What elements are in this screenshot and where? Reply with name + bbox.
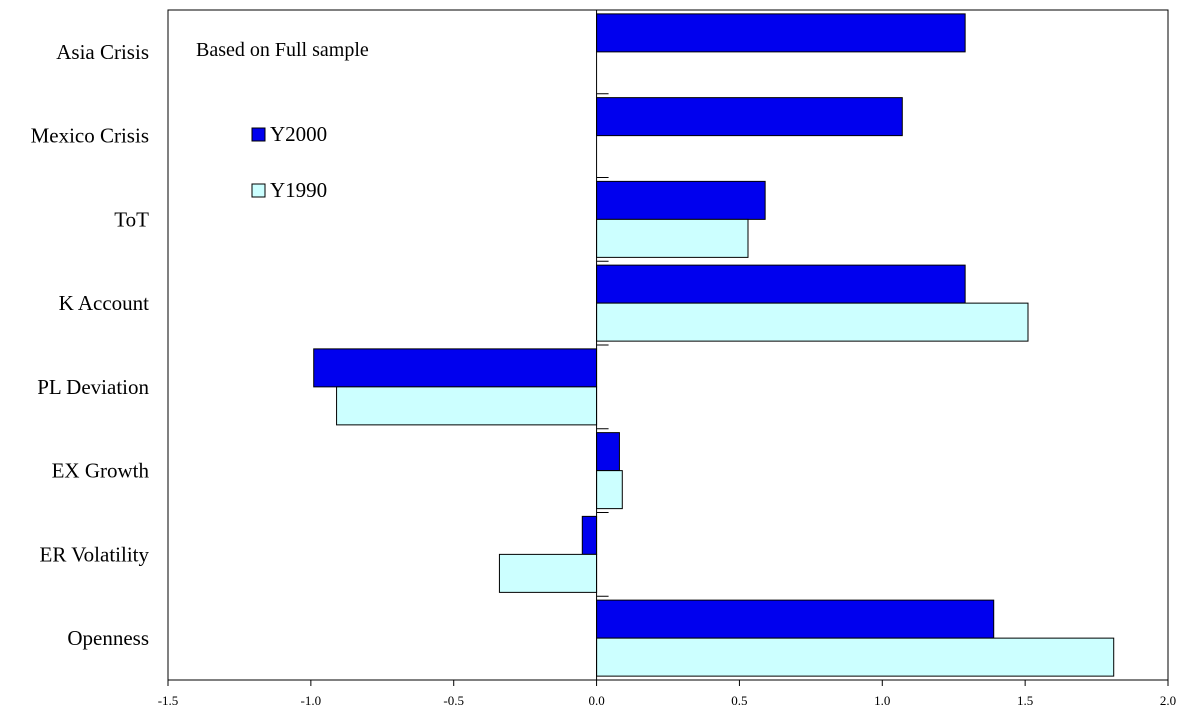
chart-annotation: Based on Full sample xyxy=(196,39,369,61)
bar-y2000-asia-crisis xyxy=(596,13,966,53)
x-tick-label: -1.5 xyxy=(158,693,179,708)
legend-label-y2000: Y2000 xyxy=(270,122,327,146)
category-label-er-volatility: ER Volatility xyxy=(40,542,150,566)
category-ticks xyxy=(596,9,609,681)
bar-y1990-k-account xyxy=(596,302,1029,342)
bar-y2000-er-volatility xyxy=(581,515,598,555)
bar-y2000-tot xyxy=(596,180,766,220)
x-tick-label: 0.5 xyxy=(731,693,747,708)
x-tick-label: 0.0 xyxy=(588,693,604,708)
legend-swatch-y2000 xyxy=(251,127,266,142)
category-label-pl-deviation: PL Deviation xyxy=(37,375,149,399)
category-label-k-account: K Account xyxy=(59,291,150,315)
bar-y1990-openness xyxy=(596,637,1115,677)
bar-y2000-mexico-crisis xyxy=(596,97,903,137)
x-tick-label: 1.0 xyxy=(874,693,890,708)
bars-group xyxy=(313,13,1115,677)
bar-y2000-k-account xyxy=(596,264,966,304)
bar-y1990-pl-deviation xyxy=(336,386,598,426)
bar-y2000-openness xyxy=(596,599,995,639)
category-label-mexico-crisis: Mexico Crisis xyxy=(31,124,149,148)
bar-y1990-ex-growth xyxy=(596,470,623,510)
legend-label-y1990: Y1990 xyxy=(270,178,327,202)
legend: Y2000 Y1990 xyxy=(251,122,327,202)
bar-y1990-er-volatility xyxy=(498,553,598,593)
bar-y2000-pl-deviation xyxy=(313,348,598,388)
x-axis-ticks: -1.5 -1.0 -0.5 0.0 0.5 1.0 1.5 2.0 xyxy=(158,680,1176,708)
x-tick-label: 1.5 xyxy=(1017,693,1033,708)
x-tick-label: -0.5 xyxy=(443,693,464,708)
x-tick-label: -1.0 xyxy=(301,693,322,708)
category-label-tot: ToT xyxy=(114,207,149,231)
bar-y2000-ex-growth xyxy=(596,432,620,472)
category-label-openness: Openness xyxy=(67,626,149,650)
category-labels: Asia Crisis Mexico Crisis ToT K Account PL D… xyxy=(31,40,150,650)
category-label-asia-crisis: Asia Crisis xyxy=(56,40,149,64)
bar-y1990-tot xyxy=(596,218,749,258)
legend-swatch-y1990 xyxy=(251,183,266,198)
category-label-ex-growth: EX Growth xyxy=(52,459,150,483)
x-tick-label: 2.0 xyxy=(1160,693,1176,708)
